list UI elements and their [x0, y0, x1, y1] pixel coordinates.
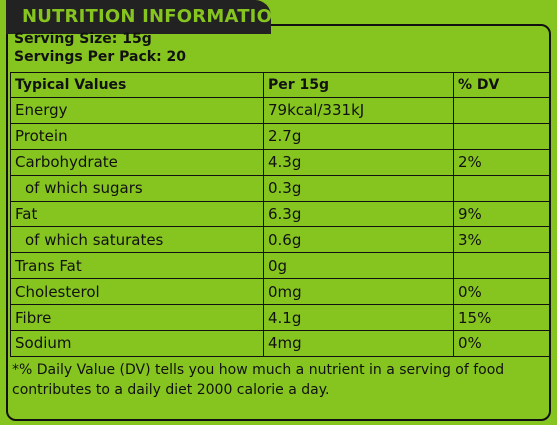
table-row: Carbohydrate 4.3g 2%: [10, 148, 550, 176]
nutrient-dv: [453, 252, 550, 280]
nutrient-name: Trans Fat: [10, 252, 264, 280]
nutrient-dv: 0%: [453, 278, 550, 306]
serving-info: Serving Size: 15g Servings Per Pack: 20: [14, 30, 186, 66]
nutrient-amount: 0g: [263, 252, 454, 280]
table-row: Energy 79kcal/331kJ: [10, 97, 550, 124]
nutrient-name: Sodium: [10, 330, 264, 357]
table-row: Protein 2.7g: [10, 122, 550, 150]
table-row: Cholesterol 0mg 0%: [10, 278, 550, 306]
table-row: Trans Fat 0g: [10, 252, 550, 280]
nutrient-amount: 4mg: [263, 330, 454, 357]
nutrient-dv: [453, 174, 550, 202]
table-row: Sodium 4mg 0%: [10, 330, 550, 357]
table-row: of which saturates 0.6g 3%: [10, 226, 550, 254]
nutrient-amount: 2.7g: [263, 122, 454, 150]
table-row: Fat 6.3g 9%: [10, 200, 550, 228]
nutrient-amount: 0mg: [263, 278, 454, 306]
nutrient-amount: 0.6g: [263, 226, 454, 254]
nutrient-amount: 4.1g: [263, 304, 454, 332]
nutrient-amount: 6.3g: [263, 200, 454, 228]
header-tab: [6, 0, 271, 34]
nutrient-amount: 4.3g: [263, 148, 454, 176]
serving-size: Serving Size: 15g: [14, 31, 152, 47]
nutrient-dv: 2%: [453, 148, 550, 176]
nutrient-name: Fibre: [10, 304, 264, 332]
col-header-typical-values: Typical Values: [10, 72, 264, 98]
nutrient-name: of which saturates: [10, 226, 264, 254]
nutrient-dv: 3%: [453, 226, 550, 254]
nutrient-name: Cholesterol: [10, 278, 264, 306]
table-header-row: Typical Values Per 15g % DV: [10, 72, 550, 98]
nutrient-dv: 0%: [453, 330, 550, 357]
col-header-dv: % DV: [453, 72, 550, 98]
nutrient-name: Energy: [10, 97, 264, 124]
dv-footnote: *% Daily Value (DV) tells you how much a…: [12, 362, 505, 398]
table-row: of which sugars 0.3g: [10, 174, 550, 202]
nutrient-name: Protein: [10, 122, 264, 150]
nutrient-dv: [453, 122, 550, 150]
servings-per-pack: Servings Per Pack: 20: [14, 49, 187, 65]
nutrient-dv: [453, 97, 550, 124]
nutrition-table: Typical Values Per 15g % DV Energy 79kca…: [10, 72, 550, 357]
label-title: NUTRITION INFORMATION: [22, 6, 288, 27]
nutrient-name: of which sugars: [10, 174, 264, 202]
nutrient-dv: 9%: [453, 200, 550, 228]
nutrient-dv: 15%: [453, 304, 550, 332]
label-panel: [6, 24, 551, 421]
nutrient-amount: 79kcal/331kJ: [263, 97, 454, 124]
col-header-per-15g: Per 15g: [263, 72, 454, 98]
nutrient-name: Fat: [10, 200, 264, 228]
table-row: Fibre 4.1g 15%: [10, 304, 550, 332]
nutrient-amount: 0.3g: [263, 174, 454, 202]
nutrient-name: Carbohydrate: [10, 148, 264, 176]
